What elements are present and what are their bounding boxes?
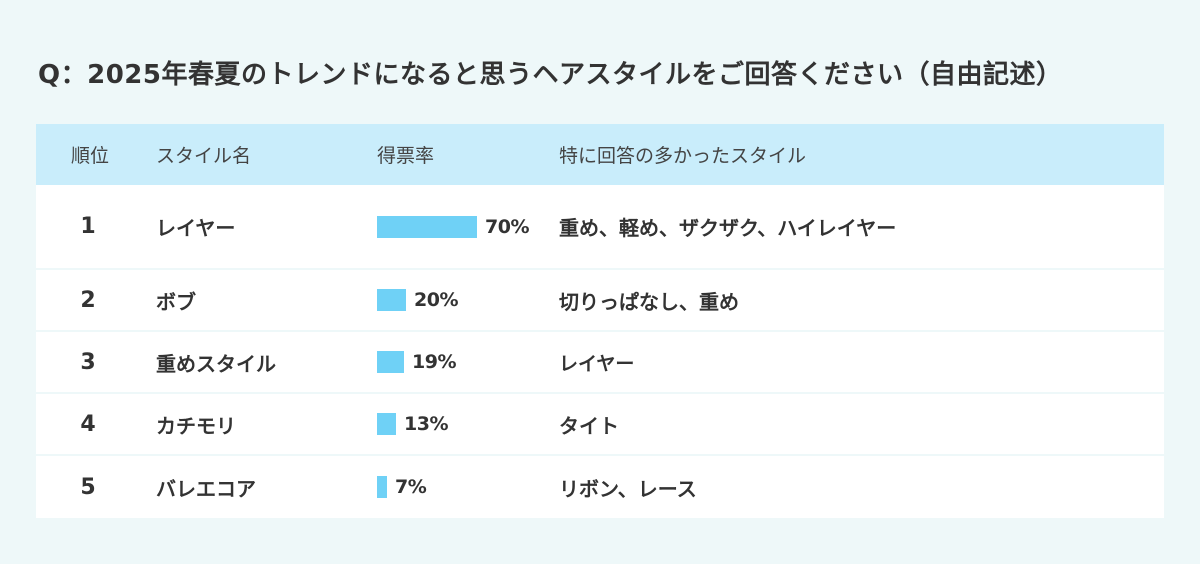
rate-label: 70% <box>485 215 529 238</box>
rate-cell: 70% <box>361 215 543 238</box>
rank-cell: 2 <box>80 287 96 313</box>
table-row: 5 バレエコア 7% リボン、レース <box>36 456 1164 518</box>
style-cell: バレエコア <box>156 476 256 501</box>
popular-cell: 切りっぱなし、重め <box>559 289 739 314</box>
rate-cell: 19% <box>361 351 543 373</box>
rate-bar <box>377 413 396 435</box>
popular-cell: レイヤー <box>559 352 635 375</box>
rate-label: 13% <box>404 413 448 435</box>
style-cell: 重めスタイル <box>156 351 276 376</box>
rate-label: 20% <box>414 289 458 311</box>
header-style: スタイル名 <box>156 145 252 167</box>
rate-cell: 20% <box>361 289 543 311</box>
header-rank: 順位 <box>70 145 109 167</box>
rank-cell: 4 <box>80 411 96 437</box>
question-title: Q：2025年春夏のトレンドになると思うヘアスタイルをご回答ください（自由記述） <box>38 60 1063 90</box>
popular-cell: 重め、軽め、ザクザク、ハイレイヤー <box>559 216 897 240</box>
popular-cell: タイト <box>559 413 619 438</box>
style-cell: レイヤー <box>156 216 236 240</box>
popular-cell: リボン、レース <box>559 476 697 501</box>
rank-cell: 5 <box>80 474 96 500</box>
table-row: 4 カチモリ 13% タイト <box>36 394 1164 456</box>
rate-bar <box>377 289 406 311</box>
rate-label: 19% <box>412 351 456 373</box>
ranking-table: 順位 スタイル名 得票率 特に回答の多かったスタイル 1 レイヤー 70% 重め… <box>36 124 1164 518</box>
rank-cell: 3 <box>80 349 96 375</box>
rate-bar <box>377 351 404 373</box>
rate-bar <box>377 215 477 238</box>
rate-label: 7% <box>395 476 427 498</box>
header-rate: 得票率 <box>377 145 435 167</box>
rate-bar <box>377 476 387 498</box>
table-row: 2 ボブ 20% 切りっぱなし、重め <box>36 270 1164 332</box>
rank-cell: 1 <box>80 214 96 239</box>
rate-cell: 13% <box>361 413 543 435</box>
table-row: 3 重めスタイル 19% レイヤー <box>36 332 1164 394</box>
header-popular: 特に回答の多かったスタイル <box>559 145 807 167</box>
style-cell: ボブ <box>156 289 196 314</box>
style-cell: カチモリ <box>156 413 236 438</box>
rate-cell: 7% <box>361 476 543 498</box>
table-header: 順位 スタイル名 得票率 特に回答の多かったスタイル <box>36 124 1164 185</box>
table-row: 1 レイヤー 70% 重め、軽め、ザクザク、ハイレイヤー <box>36 185 1164 270</box>
